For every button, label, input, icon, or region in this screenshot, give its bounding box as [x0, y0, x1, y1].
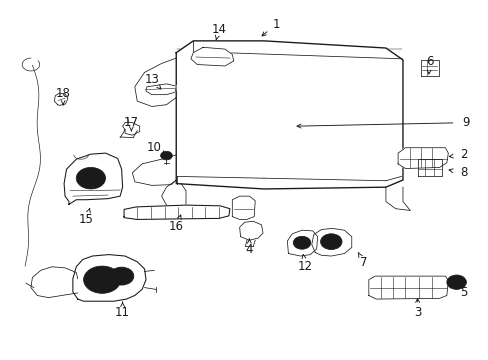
Text: 15: 15 [79, 213, 93, 226]
Circle shape [83, 266, 121, 293]
Polygon shape [397, 148, 447, 168]
Circle shape [451, 279, 461, 286]
Polygon shape [146, 84, 176, 95]
Text: 9: 9 [462, 116, 469, 129]
Polygon shape [64, 153, 122, 204]
Circle shape [446, 275, 466, 289]
Polygon shape [190, 47, 233, 66]
Circle shape [116, 272, 127, 280]
Text: 3: 3 [413, 306, 421, 319]
Polygon shape [122, 123, 140, 135]
Text: 7: 7 [360, 256, 367, 269]
Polygon shape [73, 255, 146, 301]
Polygon shape [124, 205, 229, 220]
Text: 17: 17 [123, 116, 139, 129]
Polygon shape [239, 221, 263, 240]
Text: 8: 8 [459, 166, 467, 179]
Text: 12: 12 [297, 260, 312, 273]
Circle shape [320, 234, 341, 249]
Polygon shape [368, 276, 447, 299]
Polygon shape [176, 41, 402, 189]
Polygon shape [417, 159, 441, 176]
Text: 6: 6 [425, 55, 433, 68]
Polygon shape [232, 196, 255, 220]
Polygon shape [287, 230, 317, 256]
Text: 14: 14 [211, 23, 226, 36]
Text: 13: 13 [144, 73, 159, 86]
Circle shape [160, 151, 172, 160]
Text: 1: 1 [272, 18, 279, 31]
Polygon shape [54, 93, 68, 105]
Circle shape [76, 167, 105, 189]
Text: 5: 5 [459, 287, 467, 300]
Circle shape [109, 267, 134, 285]
Polygon shape [420, 60, 438, 76]
Polygon shape [311, 228, 351, 256]
Circle shape [91, 272, 113, 288]
Text: 16: 16 [168, 220, 183, 233]
Circle shape [83, 172, 99, 184]
Text: 18: 18 [56, 87, 70, 100]
Text: 4: 4 [245, 243, 253, 256]
Circle shape [293, 236, 310, 249]
Text: 2: 2 [459, 148, 467, 161]
Text: 11: 11 [115, 306, 130, 319]
Text: 10: 10 [146, 141, 162, 154]
